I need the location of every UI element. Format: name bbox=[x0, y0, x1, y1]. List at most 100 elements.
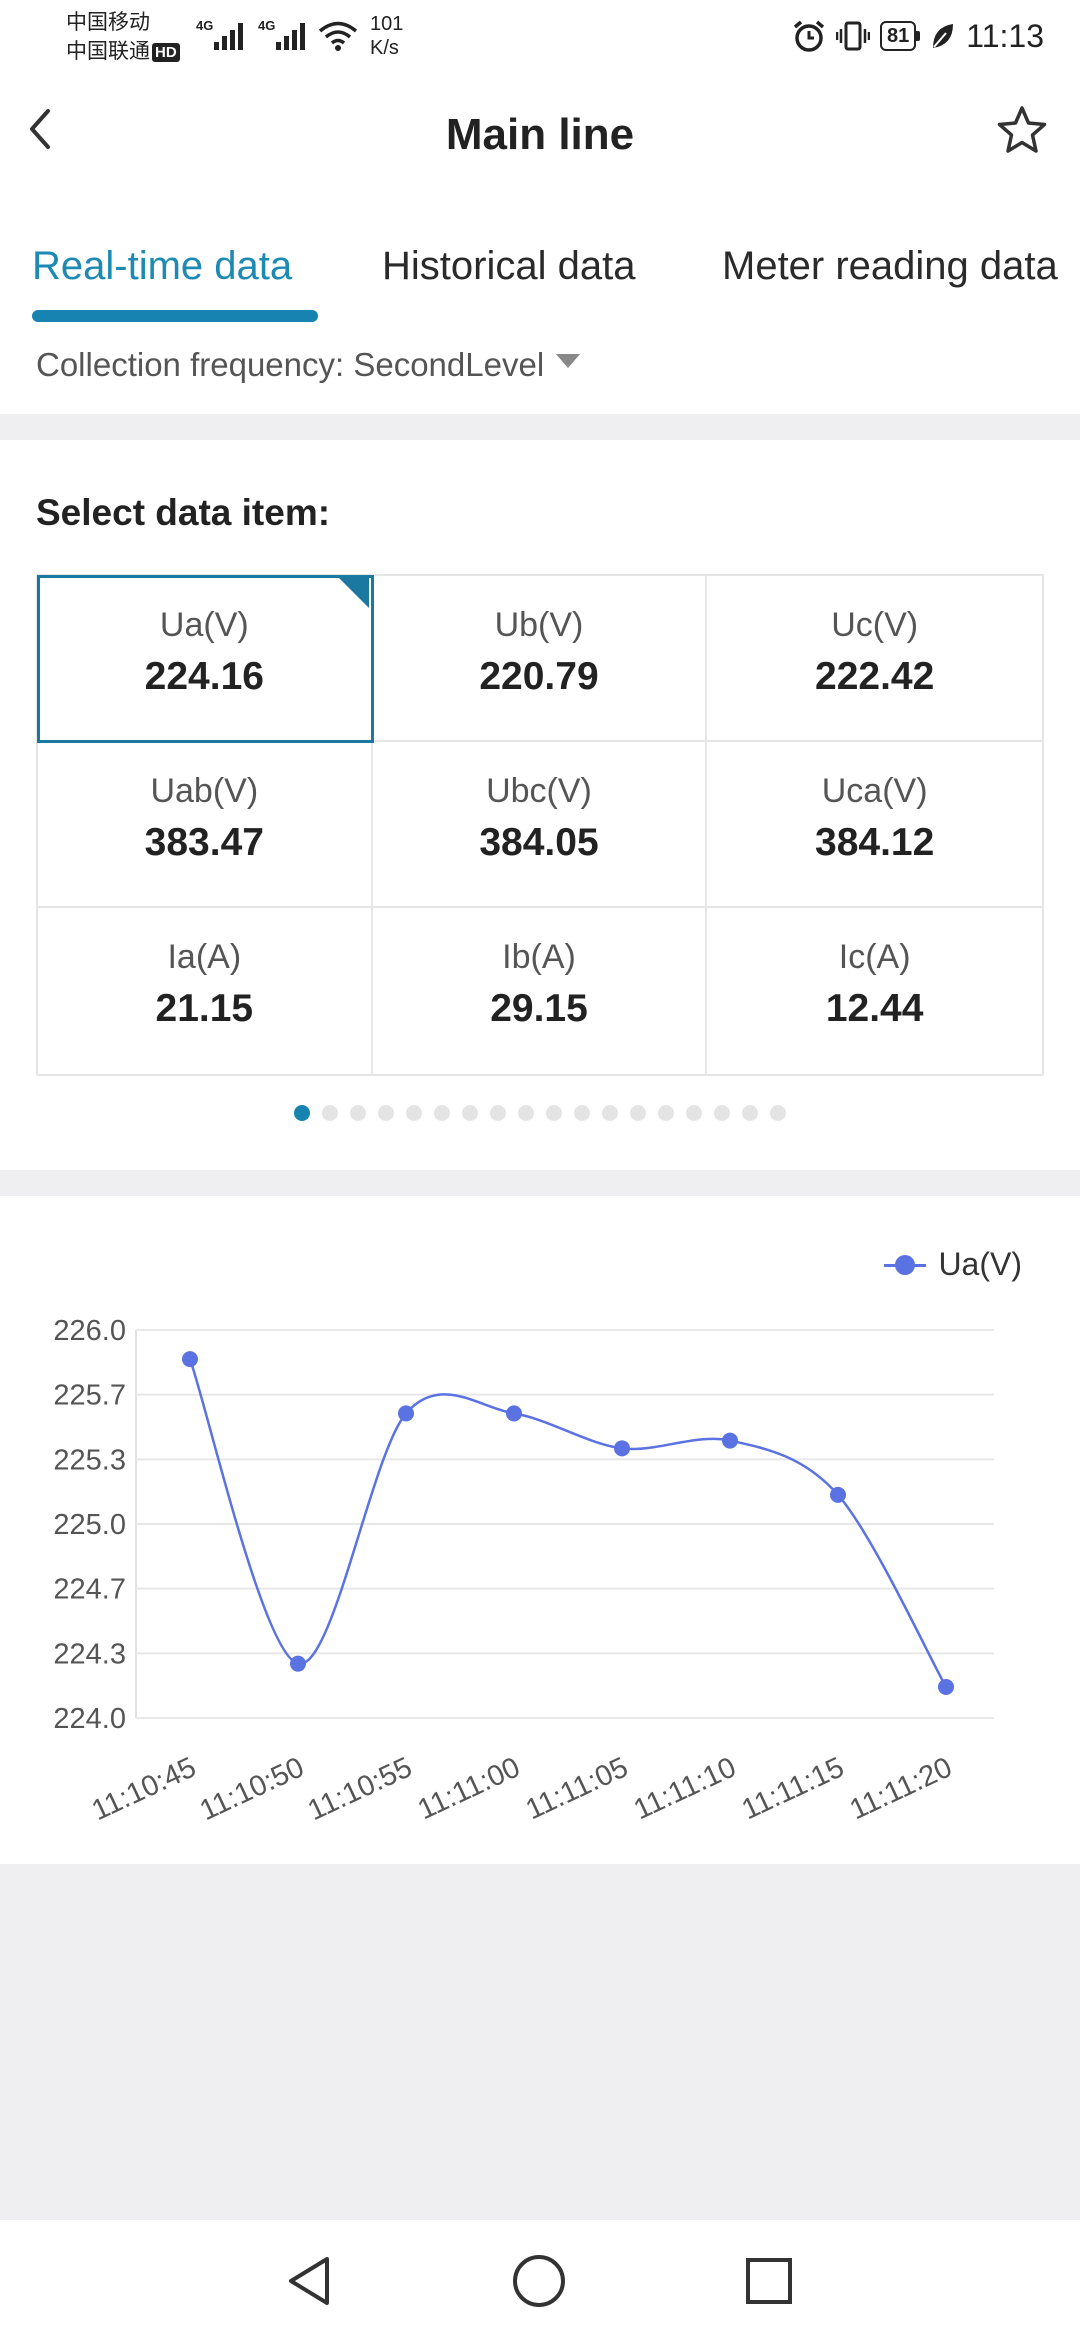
page-dot[interactable] bbox=[350, 1105, 366, 1121]
data-point bbox=[398, 1405, 414, 1422]
x-tick-label: 11:11:00 bbox=[413, 1751, 525, 1826]
carrier-info: 中国移动 中国联通 HD bbox=[66, 8, 180, 66]
square-recents-icon bbox=[746, 2258, 792, 2304]
y-tick-label: 224.3 bbox=[53, 1638, 126, 1670]
data-item-cell[interactable]: Ubc(V) 384.05 bbox=[372, 742, 708, 908]
legend-label: Ua(V) bbox=[938, 1246, 1022, 1282]
page-dot[interactable] bbox=[434, 1105, 450, 1121]
page-dot[interactable] bbox=[714, 1105, 730, 1121]
data-item-value: 29.15 bbox=[490, 987, 588, 1030]
clock: 11:13 bbox=[966, 17, 1044, 54]
data-item-cell[interactable]: Uca(V) 384.12 bbox=[707, 742, 1042, 908]
app-header: Main line bbox=[0, 72, 1080, 200]
data-item-label: Uca(V) bbox=[821, 772, 928, 810]
nav-back-button[interactable] bbox=[274, 2246, 344, 2316]
x-tick-label: 11:11:10 bbox=[629, 1751, 741, 1826]
alarm-icon bbox=[793, 20, 825, 52]
chart-legend[interactable]: Ua(V) bbox=[884, 1246, 1022, 1283]
data-item-label: Ic(A) bbox=[838, 938, 911, 976]
leaf-icon bbox=[933, 24, 954, 48]
active-tab-indicator bbox=[32, 310, 318, 322]
tab-meter-reading-data[interactable]: Meter reading data bbox=[722, 244, 1058, 288]
page-dot[interactable] bbox=[630, 1105, 646, 1121]
tab-historical-data[interactable]: Historical data bbox=[382, 244, 636, 288]
status-right: 81 11:13 bbox=[792, 16, 1044, 56]
favorite-button[interactable] bbox=[992, 100, 1052, 160]
page-dot[interactable] bbox=[490, 1105, 506, 1121]
page-dot[interactable] bbox=[378, 1105, 394, 1121]
y-tick-label: 225.3 bbox=[53, 1444, 126, 1476]
triangle-back-icon bbox=[289, 2257, 329, 2305]
page-dot[interactable] bbox=[742, 1105, 758, 1121]
page-dot[interactable] bbox=[462, 1105, 478, 1121]
page-dot[interactable] bbox=[518, 1105, 534, 1121]
data-point bbox=[722, 1432, 738, 1449]
chart-card: 224.0 224.3 224.7 225.0 225.3 225.7 226.0 11:10… bbox=[0, 1196, 1080, 1864]
page-dot[interactable] bbox=[602, 1105, 618, 1121]
caret-down-icon bbox=[556, 354, 581, 368]
y-tick-label: 225.7 bbox=[53, 1380, 126, 1412]
page-dot[interactable] bbox=[574, 1105, 590, 1121]
page-dot-active[interactable] bbox=[294, 1105, 310, 1121]
x-tick-label: 11:11:15 bbox=[737, 1751, 849, 1826]
collection-frequency-row[interactable]: Collection frequency: SecondLevel bbox=[0, 328, 1080, 414]
page-dot[interactable] bbox=[406, 1105, 422, 1121]
system-nav-bar bbox=[0, 2220, 1080, 2340]
data-item-value: 384.12 bbox=[815, 821, 935, 864]
data-item-cell[interactable]: Uab(V) 383.47 bbox=[38, 742, 373, 908]
data-point bbox=[506, 1405, 522, 1422]
data-item-card: Select data item: Ua(V) 224.16 Ub(V) 220.79… bbox=[0, 440, 1080, 1170]
data-item-value: 21.15 bbox=[155, 987, 254, 1030]
data-item-label: Uc(V) bbox=[831, 606, 919, 644]
status-bar: 中国移动 中国联通 HD 4G 4G 101 K/s 81 11:13 bbox=[0, 0, 1080, 72]
y-tick-label: 224.7 bbox=[53, 1574, 126, 1606]
data-item-label: Ub(V) bbox=[494, 606, 584, 644]
hd-badge: HD bbox=[152, 43, 180, 62]
vibrate-icon bbox=[836, 21, 871, 51]
data-item-cell[interactable]: Ib(A) 29.15 bbox=[373, 908, 708, 1074]
x-tick-label: 11:11:05 bbox=[521, 1751, 633, 1826]
line-chart: 224.0 224.3 224.7 225.0 225.3 225.7 226.0 11:10… bbox=[53, 1315, 994, 1827]
tab-real-time-data[interactable]: Real-time data bbox=[32, 244, 293, 288]
data-item-value: 220.79 bbox=[479, 655, 599, 698]
legend-marker bbox=[884, 1254, 927, 1275]
data-item-label: Ia(A) bbox=[167, 938, 242, 976]
data-item-label: Ua(V) bbox=[159, 606, 249, 644]
data-item-cell[interactable]: Uc(V) 222.42 bbox=[707, 576, 1042, 742]
data-item-cell[interactable]: Ic(A) 12.44 bbox=[707, 908, 1042, 1074]
speed-value: 101 bbox=[370, 13, 404, 35]
data-point bbox=[182, 1351, 198, 1368]
page-dot[interactable] bbox=[686, 1105, 702, 1121]
collection-frequency-selector[interactable]: Collection frequency: SecondLevel bbox=[36, 346, 581, 384]
page-dot[interactable] bbox=[546, 1105, 562, 1121]
page-title: Main line bbox=[445, 110, 635, 159]
selected-corner-mark bbox=[338, 578, 369, 608]
tab-bar: Real-time data Historical data Meter rea… bbox=[0, 200, 1080, 328]
back-button[interactable] bbox=[14, 102, 68, 156]
circle-home-icon bbox=[513, 2255, 565, 2307]
data-item-cell[interactable]: Ia(A) 21.15 bbox=[38, 908, 373, 1074]
wifi-icon bbox=[318, 21, 358, 51]
data-item-cell[interactable]: Ua(V) 224.16 bbox=[37, 575, 374, 743]
data-item-value: 384.05 bbox=[479, 821, 599, 864]
page-dot[interactable] bbox=[322, 1105, 338, 1121]
carrier-2: 中国联通 bbox=[66, 40, 150, 63]
y-tick-label: 226.0 bbox=[53, 1315, 126, 1347]
battery-level: 81 bbox=[880, 21, 917, 51]
carrier-1: 中国移动 bbox=[66, 11, 150, 34]
nav-home-button[interactable] bbox=[504, 2246, 574, 2316]
y-tick-label: 224.0 bbox=[53, 1703, 126, 1735]
data-item-label: Uab(V) bbox=[150, 772, 259, 810]
page-indicator bbox=[0, 1105, 1080, 1121]
signal-icon bbox=[276, 20, 305, 50]
data-item-value: 224.16 bbox=[144, 655, 264, 698]
nav-recents-button[interactable] bbox=[734, 2246, 804, 2316]
page-dot[interactable] bbox=[658, 1105, 674, 1121]
x-tick-label: 11:10:45 bbox=[87, 1751, 201, 1827]
page-dot[interactable] bbox=[770, 1105, 786, 1121]
battery-icon: 81 bbox=[880, 21, 921, 51]
section-title: Select data item: bbox=[36, 492, 331, 533]
data-item-cell[interactable]: Ub(V) 220.79 bbox=[372, 576, 708, 742]
data-point bbox=[830, 1486, 846, 1503]
y-tick-label: 225.0 bbox=[53, 1509, 126, 1541]
